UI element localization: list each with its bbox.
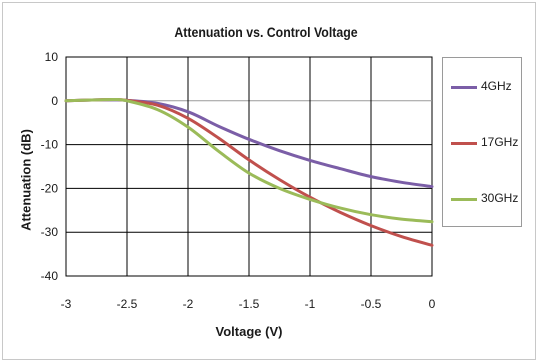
series-line-30ghz (64, 97, 434, 224)
legend-label-30ghz: 30GHz (481, 191, 519, 205)
x-axis-label: Voltage (V) (215, 324, 283, 339)
legend-item-4ghz: 4GHz (451, 79, 521, 94)
x-tick-label: -2.5 (117, 297, 138, 311)
y-tick-label: 10 (45, 50, 59, 64)
chart-title: Attenuation vs. Control Voltage (174, 24, 358, 40)
x-tick-label: -3 (61, 297, 72, 311)
x-tick-label: 0 (429, 297, 436, 311)
legend-swatch-30ghz (451, 198, 477, 201)
y-tick-label: 0 (51, 94, 58, 108)
y-tick-label: -30 (41, 225, 59, 239)
legend-label-4ghz: 4GHz (481, 79, 512, 93)
legend-swatch-4ghz (451, 86, 477, 89)
y-tick-label: -20 (41, 181, 59, 195)
x-tick-label: -0.5 (361, 297, 382, 311)
legend: 4GHz 17GHz 30GHz (442, 57, 522, 227)
legend-item-17ghz: 17GHz (451, 135, 521, 150)
x-tick-label: -1.5 (239, 297, 260, 311)
legend-label-17ghz: 17GHz (481, 135, 519, 149)
legend-swatch-17ghz (451, 142, 477, 145)
legend-item-30ghz: 30GHz (451, 191, 521, 206)
x-tick-label: -1 (305, 297, 316, 311)
y-tick-label: -10 (41, 138, 59, 152)
x-tick-label: -2 (183, 297, 194, 311)
y-tick-label: -40 (41, 269, 59, 283)
